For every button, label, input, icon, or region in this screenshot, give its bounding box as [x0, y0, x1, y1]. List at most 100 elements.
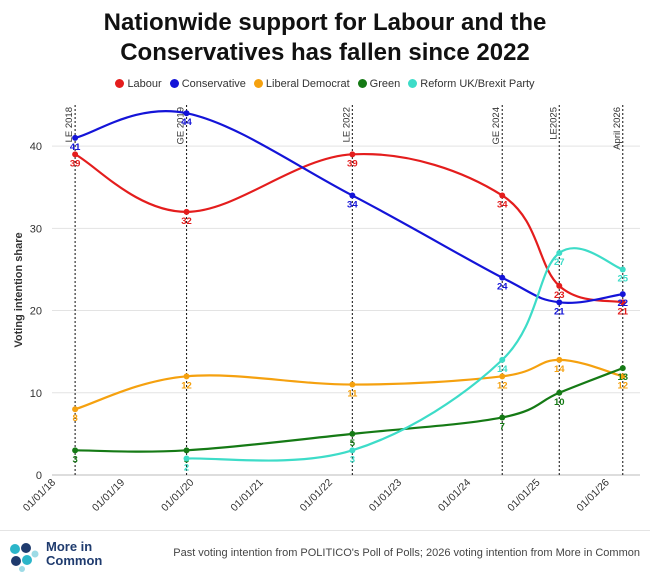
data-label: 11: [347, 389, 358, 400]
data-point: [556, 282, 563, 289]
source-note: Past voting intention from POLITICO's Po…: [173, 547, 640, 559]
data-label: 14: [554, 364, 565, 375]
data-point: [619, 299, 626, 306]
data-label: 25: [617, 273, 628, 284]
data-point: [72, 151, 79, 158]
data-point: [556, 389, 563, 396]
data-label: 12: [181, 380, 192, 391]
data-point: [349, 447, 356, 454]
legend-swatch: [253, 79, 263, 88]
y-axis-label: Voting intention share: [13, 232, 25, 347]
data-point: [619, 365, 626, 372]
series-labour: 39 32 39 34 23 21: [70, 151, 629, 317]
data-point: [349, 381, 356, 388]
x-tick-label: 01/01/22: [298, 477, 335, 514]
data-label: 12: [617, 380, 628, 391]
legend-swatch: [357, 79, 367, 88]
data-label: 5: [350, 438, 356, 449]
series-green: 3 3 5 7 10 13: [72, 365, 628, 465]
legend-label: Green: [369, 78, 401, 90]
data-label: 7: [500, 421, 505, 432]
legend-item-liberal-democrat: Liberal Democrat: [253, 78, 350, 90]
data-point: [499, 373, 506, 380]
data-label: 3: [72, 454, 77, 465]
series-liberal-democrat: 8 12 11 12 14 12: [72, 356, 628, 424]
series-line: [186, 247, 624, 462]
data-label: 2: [184, 463, 189, 474]
logo-line-1: More in: [46, 539, 93, 554]
line-chart: 0 10 20 30 40 Voting intention share 01/01/18 0…: [13, 105, 640, 514]
data-point: [619, 291, 626, 298]
data-point: [499, 274, 506, 281]
data-label: 32: [181, 216, 192, 227]
data-label: 10: [554, 397, 565, 408]
data-point: [183, 373, 190, 380]
event-label: April 2026: [612, 107, 623, 150]
logo-mark-icon: [10, 543, 39, 572]
x-tick-label: 01/01/23: [367, 477, 404, 514]
legend-label: Reform UK/Brexit Party: [420, 78, 535, 90]
x-tick-label: 01/01/18: [21, 477, 58, 514]
data-label: 41: [70, 142, 81, 153]
legend-swatch: [169, 79, 179, 88]
data-point: [72, 134, 79, 141]
event-label: GE 2019: [176, 107, 187, 145]
data-label: 24: [497, 282, 508, 293]
event-label: LE2025: [548, 107, 559, 140]
event-label: LE 2022: [341, 107, 352, 142]
data-point: [349, 192, 356, 199]
y-tick-label: 20: [30, 306, 42, 318]
x-tick-label: 01/01/24: [436, 477, 473, 514]
data-point: [619, 373, 626, 380]
y-tick-label: 0: [36, 470, 42, 482]
data-point: [349, 430, 356, 437]
data-point: [183, 110, 190, 117]
data-point: [556, 299, 563, 306]
data-label: 39: [347, 158, 358, 169]
x-tick-label: 01/01/26: [574, 477, 611, 514]
y-tick-label: 40: [30, 141, 42, 153]
data-point: [499, 192, 506, 199]
event-label: LE 2018: [64, 107, 75, 142]
legend: Labour Conservative Liberal Democrat Green R…: [0, 78, 650, 90]
y-tick-label: 30: [30, 223, 42, 235]
legend-item-green: Green: [357, 78, 401, 90]
data-point: [183, 447, 190, 454]
data-label: 3: [350, 454, 355, 465]
x-tick-label: 01/01/20: [159, 477, 196, 514]
legend-label: Labour: [127, 78, 162, 90]
data-label: 44: [181, 117, 192, 128]
data-point: [72, 447, 79, 454]
event-label: GE 2024: [491, 107, 502, 145]
data-point: [556, 356, 563, 363]
title-line-2: Conservatives has fallen since 2022: [120, 39, 530, 66]
data-point: [556, 250, 563, 256]
data-point: [349, 151, 356, 158]
data-label: 34: [347, 199, 358, 210]
data-point: [183, 455, 190, 462]
y-tick-label: 10: [30, 388, 42, 400]
legend-item-reform-uk-brexit-party: Reform UK/Brexit Party: [408, 78, 535, 90]
footer-divider: [0, 530, 650, 531]
legend-swatch: [408, 79, 418, 88]
data-label: 34: [497, 199, 508, 210]
data-label: 39: [70, 158, 81, 169]
legend-item-labour: Labour: [115, 78, 162, 90]
chart-title: Nationwide support for Labour and the Co…: [0, 8, 650, 68]
data-label: 22: [617, 298, 628, 309]
data-label: 21: [617, 306, 628, 317]
data-label: 21: [554, 306, 565, 317]
logo-text: More in Common: [46, 540, 102, 568]
legend-item-conservative: Conservative: [169, 78, 246, 90]
data-label: 12: [497, 380, 508, 391]
data-point: [499, 414, 506, 421]
legend-label: Conservative: [181, 78, 246, 90]
x-tick-label: 01/01/19: [90, 477, 127, 514]
series-reform-uk-brexit-party: 23 14 2 7 25: [183, 247, 629, 474]
legend-swatch: [115, 79, 125, 88]
data-label: 14: [497, 364, 508, 375]
data-point: [183, 208, 190, 215]
data-label: 23: [554, 290, 565, 301]
legend-label: Liberal Democrat: [265, 78, 350, 90]
